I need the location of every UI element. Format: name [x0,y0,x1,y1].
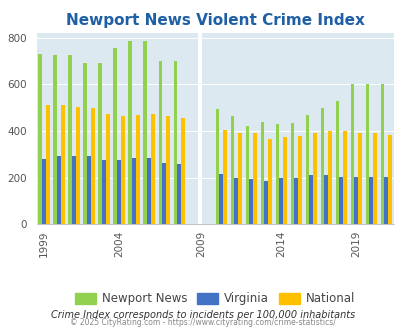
Bar [279,178,282,224]
Bar [76,107,79,224]
Bar [245,126,249,224]
Legend: Newport News, Virginia, National: Newport News, Virginia, National [70,288,359,310]
Text: © 2025 CityRating.com - https://www.cityrating.com/crime-statistics/: © 2025 CityRating.com - https://www.city… [70,318,335,327]
Bar [342,131,346,224]
Bar [106,114,109,224]
Title: Newport News Violent Crime Index: Newport News Violent Crime Index [66,13,364,28]
Bar [181,118,184,224]
Bar [327,131,331,224]
Bar [177,164,181,224]
Bar [260,122,264,224]
Bar [91,108,94,224]
Bar [264,181,267,224]
Bar [68,55,72,224]
Bar [38,54,42,224]
Bar [219,174,222,224]
Bar [380,84,384,224]
Bar [83,63,87,224]
Bar [297,136,301,224]
Text: Crime Index corresponds to incidents per 100,000 inhabitants: Crime Index corresponds to incidents per… [51,310,354,320]
Bar [215,109,219,224]
Bar [173,61,177,224]
Bar [320,108,324,224]
Bar [354,177,357,224]
Bar [309,175,312,224]
Bar [324,175,327,224]
Bar [72,155,76,224]
Bar [335,101,339,224]
Bar [121,116,124,224]
Bar [222,130,226,224]
Bar [117,160,121,224]
Bar [162,163,166,224]
Bar [249,179,252,224]
Bar [166,116,169,224]
Bar [252,133,256,224]
Bar [290,123,294,224]
Bar [57,155,61,224]
Bar [282,137,286,224]
Bar [230,116,234,224]
Bar [147,158,151,224]
Bar [143,41,147,224]
Bar [87,155,91,224]
Bar [350,84,354,224]
Bar [132,158,136,224]
Bar [294,178,297,224]
Bar [312,133,316,224]
Bar [46,105,49,224]
Bar [369,177,372,224]
Bar [102,160,106,224]
Bar [98,63,102,224]
Bar [42,159,46,224]
Bar [339,177,342,224]
Bar [275,124,279,224]
Bar [61,105,64,224]
Bar [113,48,117,224]
Bar [151,114,154,224]
Bar [136,115,139,224]
Bar [387,135,391,224]
Bar [357,133,361,224]
Bar [234,178,237,224]
Bar [372,133,376,224]
Bar [384,177,387,224]
Bar [53,55,57,224]
Bar [305,115,309,224]
Bar [158,61,162,224]
Bar [267,139,271,224]
Bar [237,133,241,224]
Bar [128,41,132,224]
Bar [365,84,369,224]
